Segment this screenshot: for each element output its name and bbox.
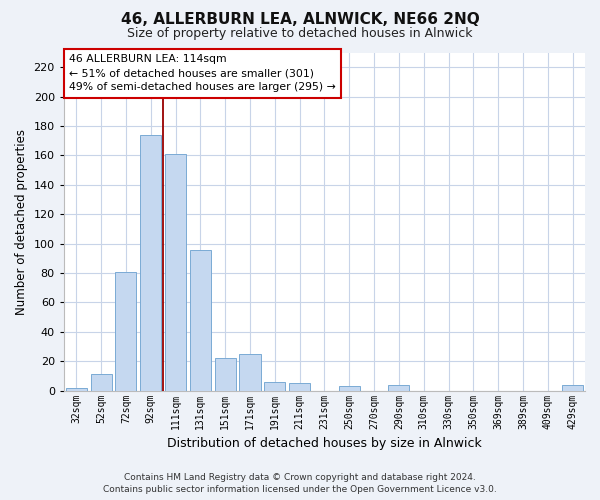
Bar [115,272,136,390]
Bar [65,388,87,390]
X-axis label: Distribution of detached houses by size in Alnwick: Distribution of detached houses by size … [167,437,482,450]
Bar [264,382,286,390]
Bar [239,354,260,391]
Bar [190,250,211,390]
Text: 46 ALLERBURN LEA: 114sqm
← 51% of detached houses are smaller (301)
49% of semi-: 46 ALLERBURN LEA: 114sqm ← 51% of detach… [69,54,336,92]
Text: Size of property relative to detached houses in Alnwick: Size of property relative to detached ho… [127,28,473,40]
Bar [289,384,310,390]
Bar [215,358,236,390]
Bar [562,385,583,390]
Text: Contains HM Land Registry data © Crown copyright and database right 2024.
Contai: Contains HM Land Registry data © Crown c… [103,473,497,494]
Bar [140,135,161,390]
Bar [388,385,409,390]
Bar [165,154,186,390]
Y-axis label: Number of detached properties: Number of detached properties [15,128,28,314]
Bar [91,374,112,390]
Bar [338,386,360,390]
Text: 46, ALLERBURN LEA, ALNWICK, NE66 2NQ: 46, ALLERBURN LEA, ALNWICK, NE66 2NQ [121,12,479,28]
